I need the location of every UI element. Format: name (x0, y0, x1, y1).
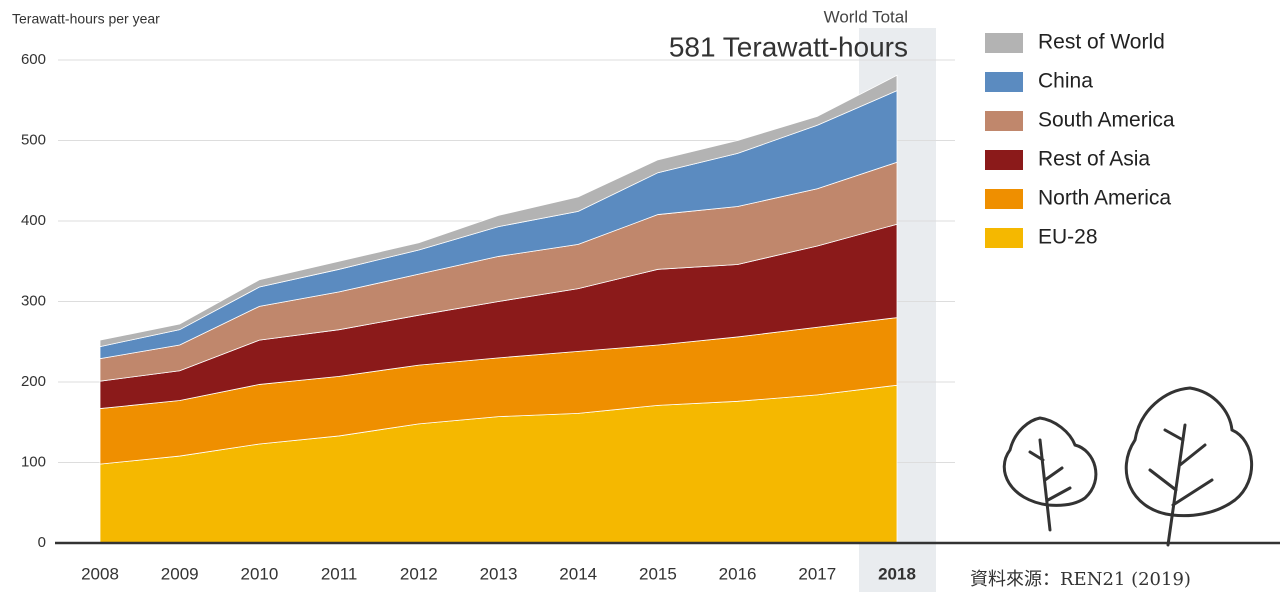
x-tick-label: 2015 (639, 564, 677, 583)
x-tick-label: 2014 (559, 564, 597, 583)
legend-label: EU-28 (1038, 226, 1098, 249)
y-tick-label: 100 (21, 453, 46, 470)
x-tick-label: 2009 (161, 564, 199, 583)
legend-swatch (985, 189, 1023, 209)
legend-swatch (985, 72, 1023, 92)
x-tick-label: 2008 (81, 564, 119, 583)
annotation-title: World Total (824, 7, 908, 26)
chart: Terawatt-hours per year World Total 581 … (0, 0, 1280, 592)
x-tick-label: 2010 (240, 564, 278, 583)
y-tick-label: 300 (21, 292, 46, 309)
y-tick-label: 0 (38, 534, 46, 551)
y-tick-label: 600 (21, 51, 46, 68)
source: 資料來源：REN21 (2019) (970, 569, 1191, 590)
legend-swatch (985, 228, 1023, 248)
legend-swatch (985, 33, 1023, 53)
tree-icons (1004, 388, 1251, 545)
y-axis-label: Terawatt-hours per year (12, 11, 160, 27)
x-tick-label: 2013 (480, 564, 518, 583)
x-tick-label: 2011 (321, 564, 358, 583)
y-tick-label: 500 (21, 131, 46, 148)
legend-label: North America (1038, 187, 1171, 210)
legend-label: Rest of Asia (1038, 148, 1150, 171)
y-tick-label: 200 (21, 373, 46, 390)
annotation-value: 581 Terawatt-hours (669, 31, 908, 62)
x-tick-label: 2016 (719, 564, 757, 583)
legend-label: Rest of World (1038, 31, 1165, 54)
x-tick-label: 2017 (798, 564, 836, 583)
legend-swatch (985, 150, 1023, 170)
legend-label: China (1038, 70, 1093, 93)
y-tick-label: 400 (21, 212, 46, 229)
legend-label: South America (1038, 109, 1175, 132)
x-tick-label: 2012 (400, 564, 438, 583)
legend-swatch (985, 111, 1023, 131)
x-tick-label: 2018 (878, 564, 916, 583)
